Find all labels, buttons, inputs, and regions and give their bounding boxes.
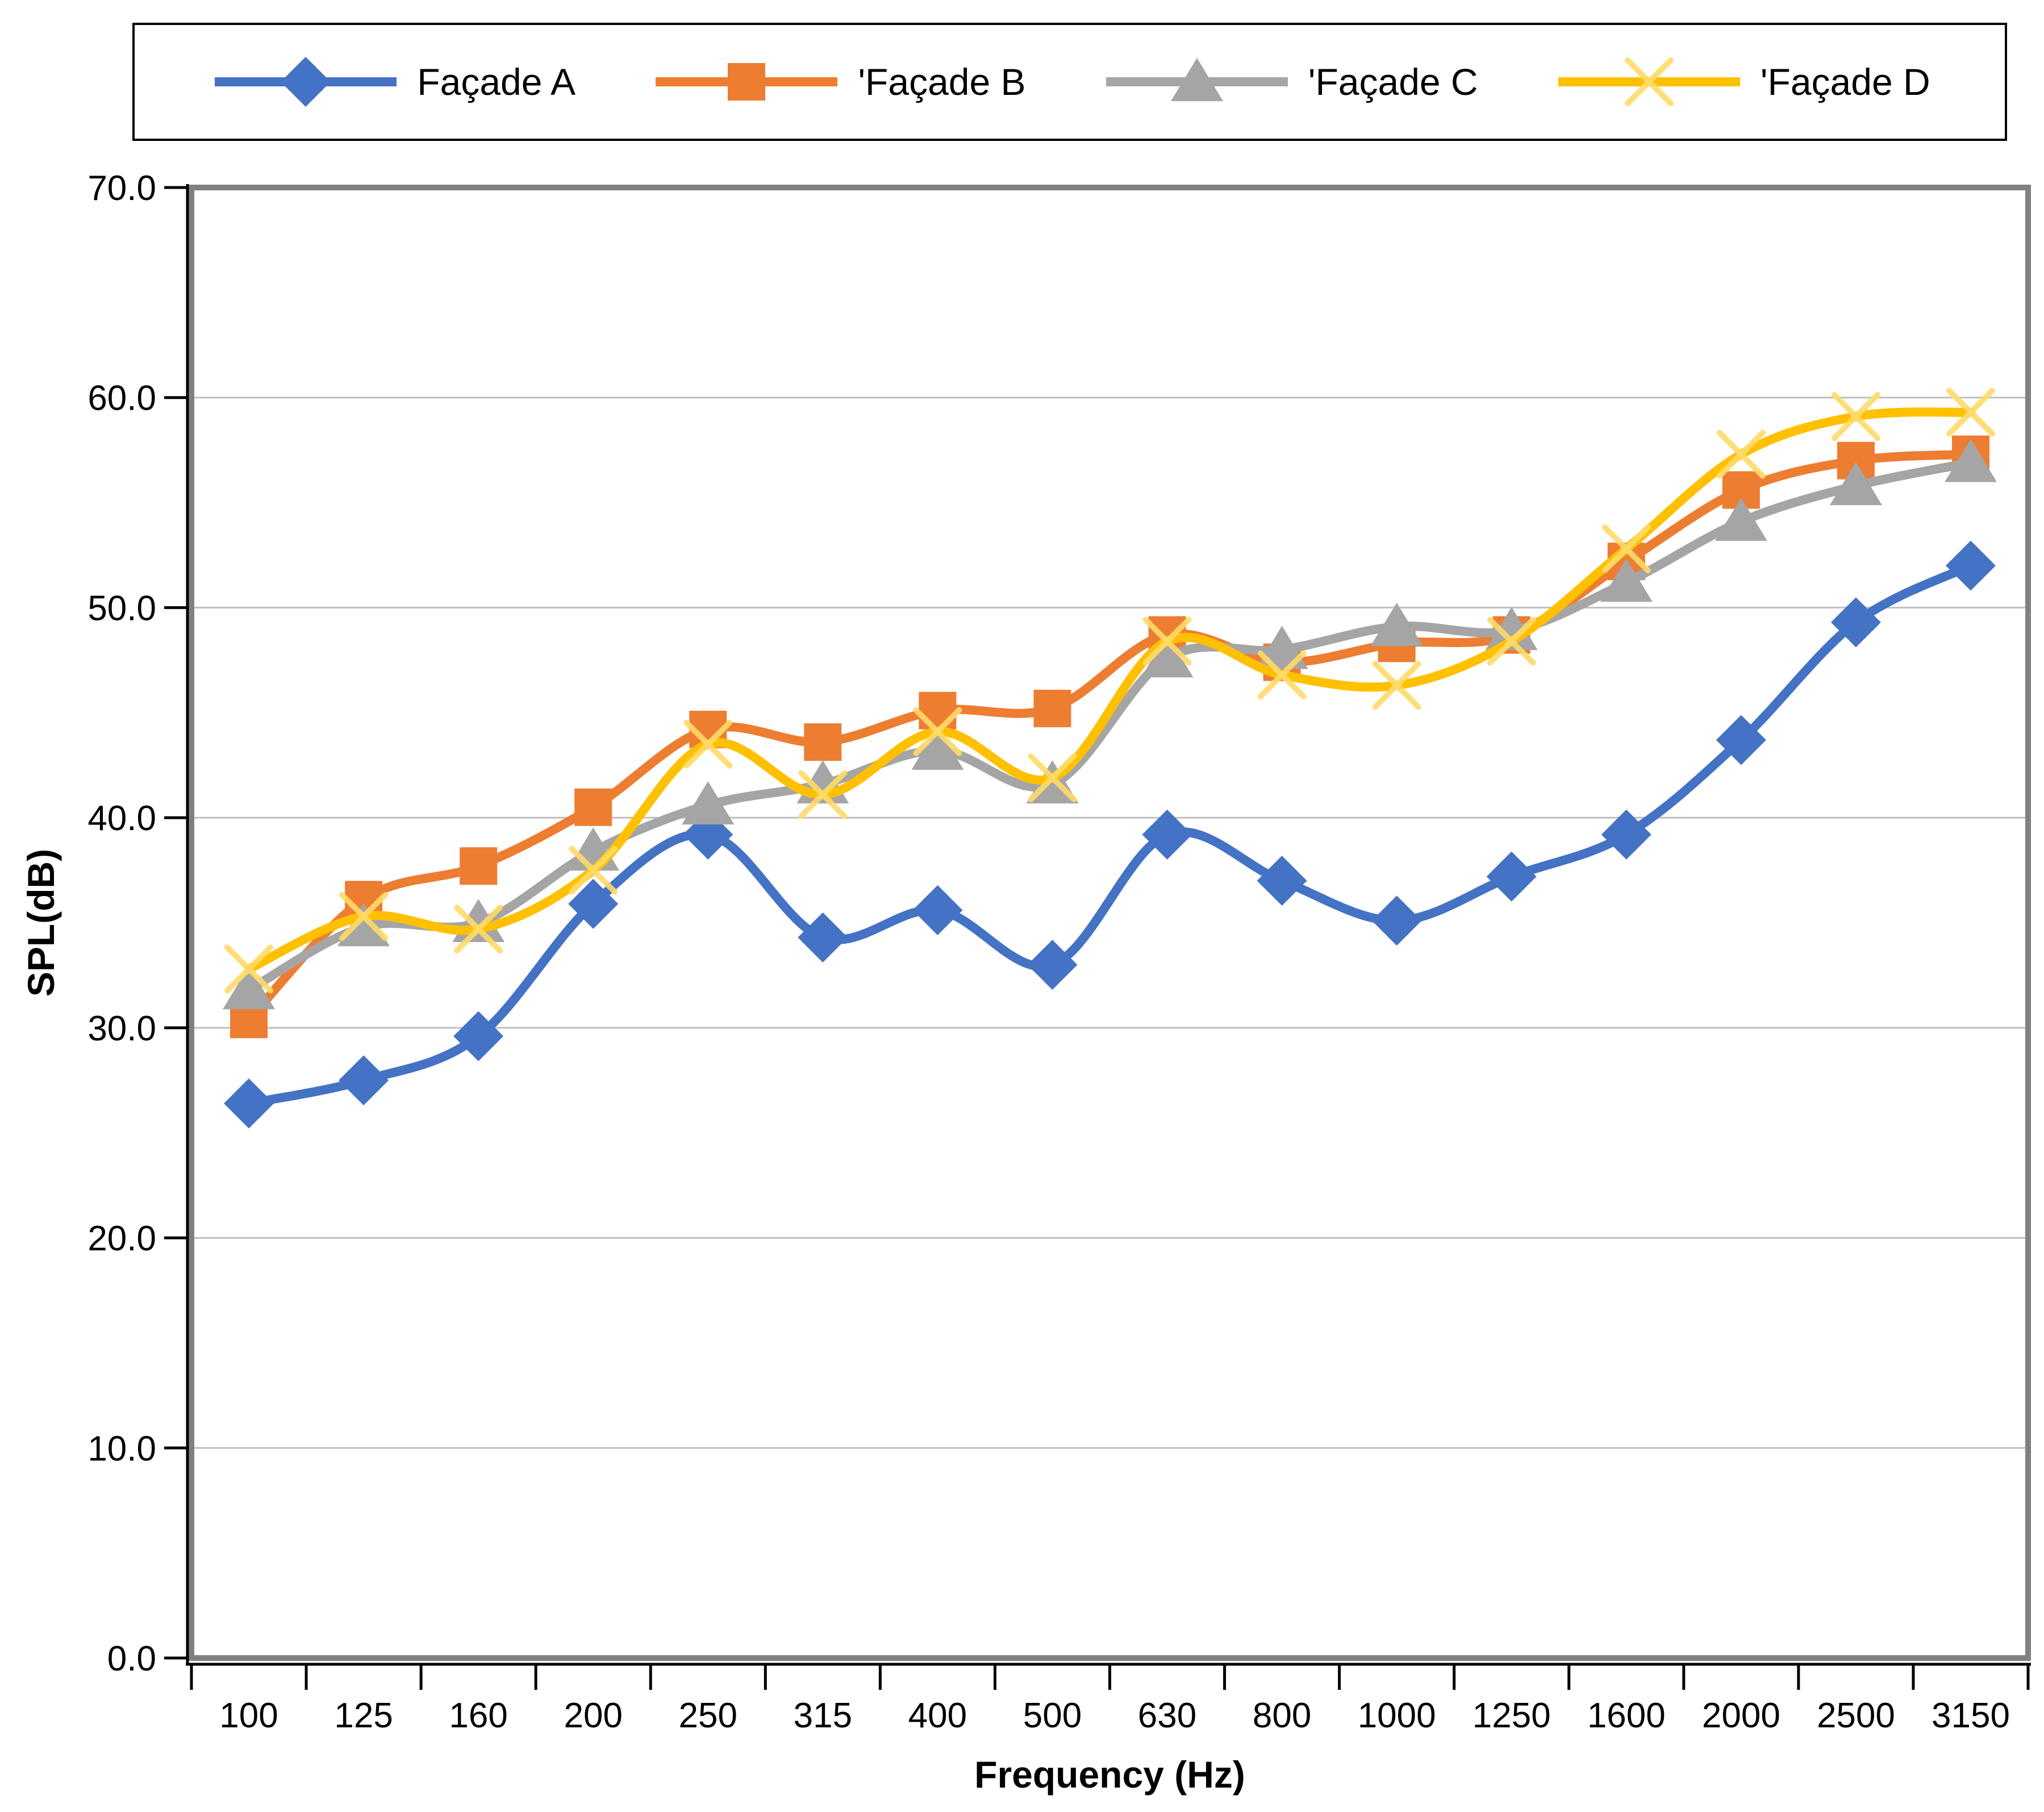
x-tick-label: 315 [794, 1696, 852, 1735]
x-tick-label: 100 [219, 1696, 278, 1735]
y-axis-title: SPL(dB) [20, 848, 62, 997]
legend-swatch-facade-a-icon [215, 57, 397, 107]
legend-item-facade-b: 'Façade B [650, 53, 1026, 110]
y-tick-label: 60.0 [87, 379, 156, 418]
legend-item-facade-c: 'Façade C [1100, 53, 1478, 110]
x-tick-label: 2000 [1702, 1696, 1780, 1735]
y-tick-label: 70.0 [87, 169, 156, 208]
legend-label-facade-b: 'Façade B [858, 61, 1026, 103]
x-axis-title: Frequency (Hz) [974, 1753, 1245, 1796]
x-tick-label: 630 [1138, 1696, 1196, 1735]
series--fa-ade-d [224, 388, 1995, 994]
legend-item-facade-a: Façade A [209, 53, 575, 110]
y-tick-labels: 0.0 10.0 20.0 30.0 40.0 50.0 60.0 70.0 [87, 169, 156, 1678]
x-tick-label: 1600 [1587, 1696, 1666, 1735]
x-tick-label: 1000 [1358, 1696, 1436, 1735]
series-fa-ade-a [224, 540, 1996, 1128]
x-tick-label: 800 [1253, 1696, 1311, 1735]
y-tick-label: 20.0 [87, 1219, 156, 1259]
x-tick-label: 200 [564, 1696, 622, 1735]
x-tick-label: 250 [679, 1696, 737, 1735]
tick-marks [164, 186, 2030, 1690]
legend-swatch-facade-c-icon [1106, 58, 1288, 101]
legend-item-facade-d: 'Façade D [1553, 53, 1930, 110]
legend-swatch-facade-d-icon [1558, 57, 1740, 106]
legend: Façade A 'Façade B 'Façade C 'Façade D [132, 23, 2007, 141]
x-tick-label: 500 [1023, 1696, 1082, 1735]
x-tick-label: 2500 [1817, 1696, 1895, 1735]
legend-label-facade-c: 'Façade C [1308, 61, 1478, 103]
y-tick-label: 40.0 [87, 799, 156, 838]
x-tick-labels: 100 125 160 200 250 315 400 500 630 800 1000 1250 16… [219, 1696, 2010, 1735]
legend-label-facade-d: 'Façade D [1760, 61, 1930, 103]
y-tick-label: 50.0 [87, 589, 156, 628]
y-tick-label: 30.0 [87, 1009, 156, 1048]
y-tick-label: 0.0 [107, 1639, 156, 1678]
x-tick-label: 1250 [1472, 1696, 1551, 1735]
x-tick-label: 400 [908, 1696, 967, 1735]
y-tick-label: 10.0 [87, 1429, 156, 1468]
legend-label-facade-a: Façade A [417, 61, 576, 103]
legend-swatch-facade-b-icon [656, 63, 838, 101]
x-tick-label: 160 [449, 1696, 507, 1735]
x-tick-label: 3150 [1932, 1696, 2010, 1735]
x-tick-label: 125 [334, 1696, 393, 1735]
